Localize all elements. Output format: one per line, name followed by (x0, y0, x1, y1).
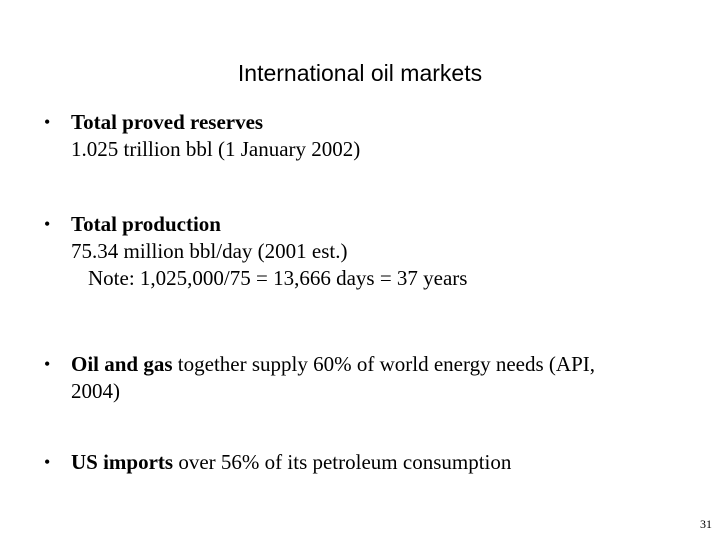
bullet-body: Total production 75.34 million bbl/day (… (71, 211, 691, 292)
bullet-body: Total proved reserves 1.025 trillion bbl… (71, 109, 691, 163)
bullet-text: together supply 60% of world energy need… (172, 352, 595, 376)
bullet-heading-line: US imports over 56% of its petroleum con… (71, 449, 691, 476)
bullet-note: Note: 1,025,000/75 = 13,666 days = 37 ye… (88, 266, 468, 290)
bullet-heading-line: Total production (71, 211, 691, 238)
bullet-heading: US imports (71, 450, 174, 474)
bullet-heading: Oil and gas (71, 352, 173, 376)
bullet-heading-line: Total proved reserves (71, 109, 691, 136)
bullet-heading: Total proved reserves (71, 110, 264, 134)
bullet-icon: • (44, 112, 51, 132)
bullet-text: over 56% of its petroleum consumption (173, 450, 512, 474)
bullet-heading-line: Oil and gas together supply 60% of world… (71, 351, 691, 378)
bullet-detail: 1.025 trillion bbl (1 January 2002) (71, 137, 361, 161)
bullet-heading: Total production (71, 212, 221, 236)
bullet-body: Oil and gas together supply 60% of world… (71, 351, 691, 405)
bullet-detail: 2004) (71, 379, 120, 403)
bullet-icon: • (44, 452, 51, 472)
bullet-icon: • (44, 214, 51, 234)
slide-title: International oil markets (0, 58, 720, 88)
bullet-body: US imports over 56% of its petroleum con… (71, 449, 691, 476)
bullet-detail: 75.34 million bbl/day (2001 est.) (71, 239, 348, 263)
bullet-icon: • (44, 354, 51, 374)
page-number: 31 (700, 517, 712, 531)
slide-title-text: International oil markets (237, 60, 483, 86)
